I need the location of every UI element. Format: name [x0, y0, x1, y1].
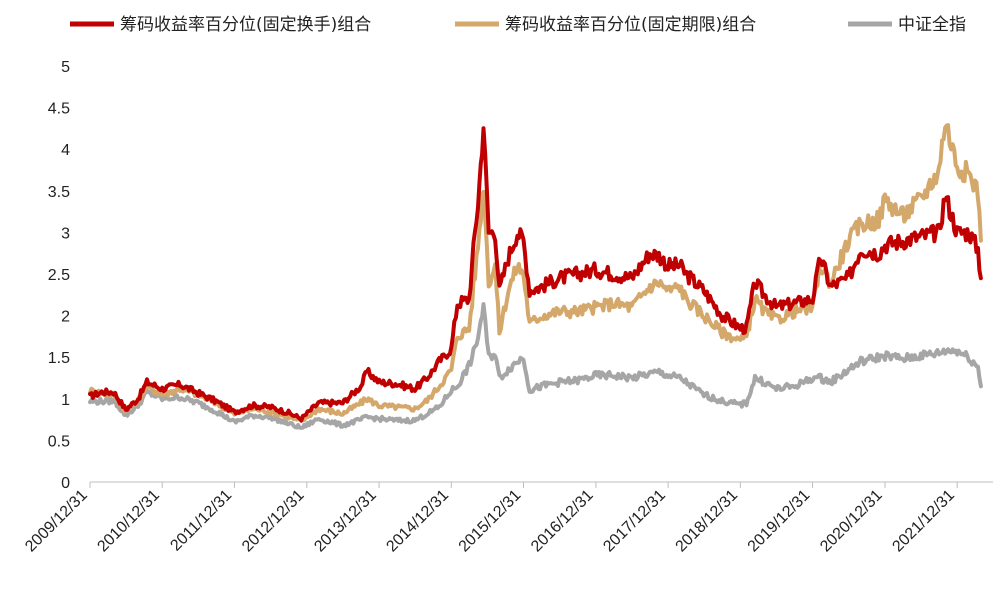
y-tick-label: 0	[61, 475, 70, 492]
x-tick-label: 2021/12/31	[889, 487, 958, 556]
x-tick-label: 2017/12/31	[600, 487, 669, 556]
x-tick-label: 2009/12/31	[22, 487, 91, 556]
y-tick-label: 1.5	[48, 350, 70, 367]
y-tick-label: 2.5	[48, 267, 70, 284]
y-tick-label: 5	[61, 59, 70, 76]
plot-lines	[88, 123, 983, 430]
y-tick-label: 0.5	[48, 433, 70, 450]
x-axis-ticks: 2009/12/31 2010/12/31 2011/12/31 2012/12/31…	[22, 482, 958, 555]
legend-label-3: 中证全指	[898, 15, 966, 35]
x-tick-label: 2012/12/31	[239, 487, 308, 556]
series-line-1	[88, 126, 983, 423]
legend-label-1: 筹码收益率百分位(固定换手)组合	[120, 15, 371, 35]
y-tick-label: 1	[61, 392, 70, 409]
y-tick-label: 2	[61, 309, 70, 326]
y-tick-label: 4.5	[48, 101, 70, 118]
x-tick-label: 2010/12/31	[94, 487, 163, 556]
legend: 筹码收益率百分位(固定换手)组合 筹码收益率百分位(固定期限)组合 中证全指	[70, 15, 966, 35]
x-tick-label: 2014/12/31	[383, 487, 452, 556]
x-tick-label: 2020/12/31	[817, 487, 886, 556]
x-tick-label: 2016/12/31	[528, 487, 597, 556]
y-tick-label: 4	[61, 142, 70, 159]
x-tick-label: 2013/12/31	[311, 487, 380, 556]
x-tick-label: 2018/12/31	[673, 487, 742, 556]
y-tick-label: 3	[61, 225, 70, 242]
legend-label-2: 筹码收益率百分位(固定期限)组合	[505, 15, 756, 35]
y-axis-ticks: 0 0.5 1 1.5 2 2.5 3 3.5 4 4.5 5	[48, 59, 70, 492]
x-tick-label: 2011/12/31	[167, 487, 235, 555]
y-tick-label: 3.5	[48, 184, 70, 201]
series-line-3	[88, 302, 983, 430]
x-tick-label: 2015/12/31	[456, 487, 525, 556]
x-tick-label: 2019/12/31	[745, 487, 814, 556]
